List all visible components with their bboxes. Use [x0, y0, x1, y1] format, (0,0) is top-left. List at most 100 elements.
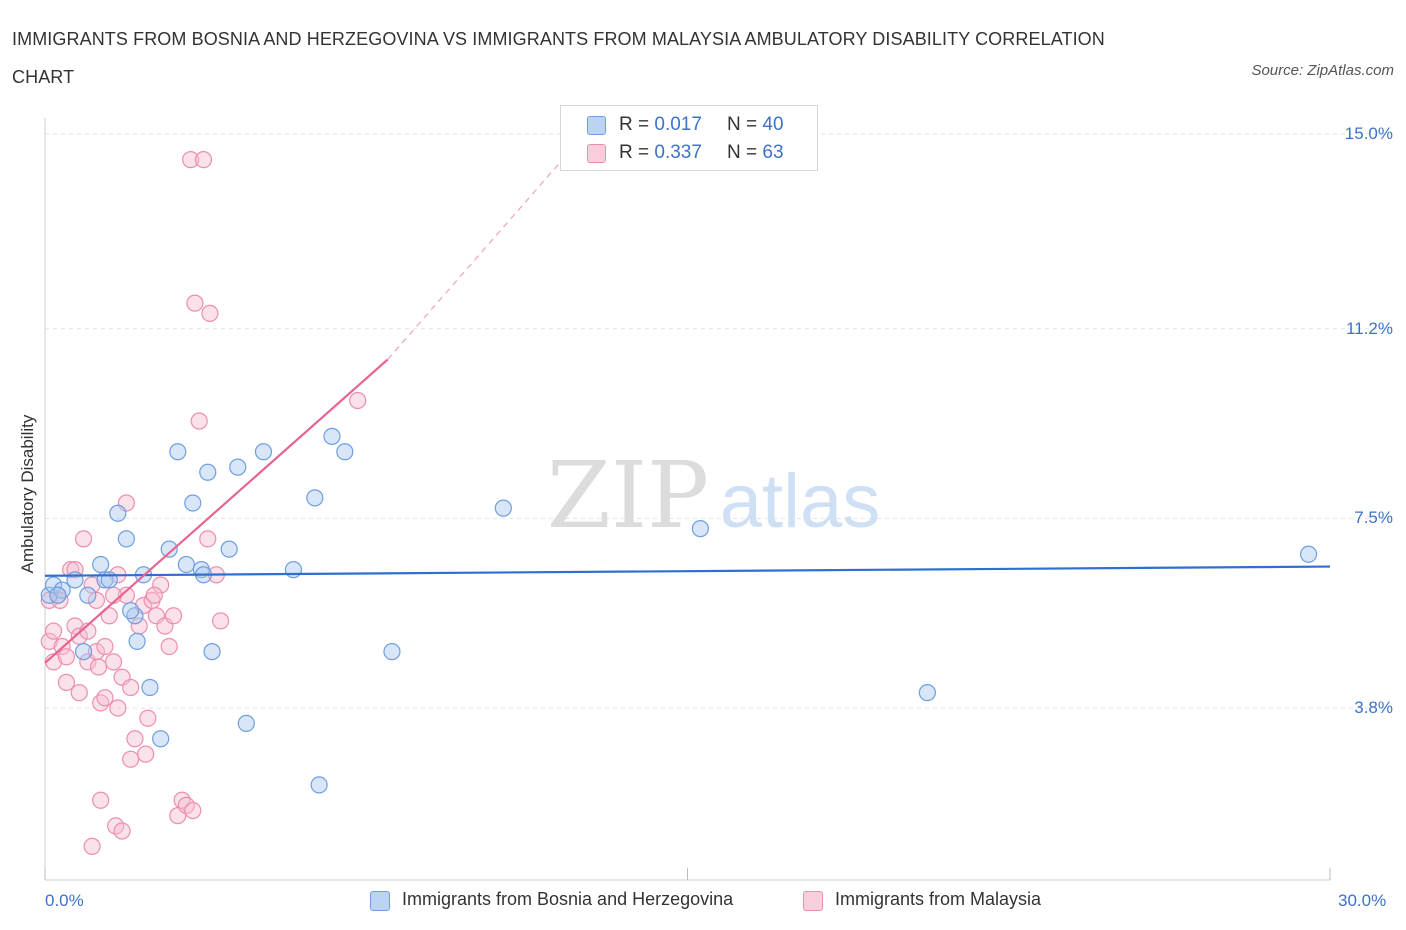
bosnia-point	[44, 576, 63, 594]
malaysia-point	[92, 791, 110, 809]
legend-swatch-blue	[370, 891, 390, 911]
malaysia-point	[57, 648, 76, 666]
bosnia-point	[220, 540, 238, 558]
malaysia-point	[184, 801, 202, 820]
legend-swatch-blue	[587, 116, 606, 135]
malaysia-point	[139, 709, 157, 727]
watermark-zip: ZIP	[547, 442, 709, 549]
malaysia-point	[194, 151, 213, 169]
malaysia-point	[212, 612, 230, 630]
malaysia-point	[349, 391, 367, 410]
bosnia-point	[1299, 545, 1318, 563]
y-tick-label: 11.2%	[1346, 318, 1393, 338]
legend-label-bosnia: Immigrants from Bosnia and Herzegovina	[402, 889, 734, 909]
malaysia-point	[199, 530, 217, 548]
stats-legend: R = 0.017 N = 40 R = 0.337 N = 63	[560, 105, 818, 171]
bosnia-point	[254, 443, 273, 461]
bosnia-point	[141, 678, 159, 697]
bosnia-point	[918, 684, 936, 702]
watermark-atlas: atlas	[720, 459, 881, 544]
malaysia-point	[182, 151, 200, 169]
malaysia-point	[74, 530, 93, 548]
bosnia-point	[160, 540, 178, 558]
malaysia-point	[126, 730, 144, 748]
legend-n-label: N =	[727, 114, 758, 135]
legend-row-bosnia: R = 0.017 N = 40	[561, 111, 817, 139]
bosnia-point	[122, 602, 140, 620]
bosnia-point	[284, 561, 303, 579]
bosnia-point	[199, 463, 217, 481]
bosnia-point	[169, 443, 187, 461]
x-tick-min: 0.0%	[45, 891, 84, 910]
malaysia-point	[89, 658, 108, 676]
malaysia-point	[137, 745, 155, 763]
watermark: ZIP atlas	[547, 442, 880, 549]
malaysia-point	[122, 678, 140, 697]
malaysia-point	[62, 561, 80, 579]
bosnia-point	[229, 458, 247, 476]
malaysia-point	[152, 576, 170, 594]
bosnia-point	[74, 643, 93, 661]
legend-label-malaysia: Immigrants from Malaysia	[835, 889, 1042, 909]
bosnia-point	[494, 499, 512, 517]
chart-title: IMMIGRANTS FROM BOSNIA AND HERZEGOVINA V…	[12, 29, 1105, 87]
gridlines	[45, 133, 1392, 709]
legend-r-value: 0.337	[654, 142, 702, 163]
trend-line-bosnia	[44, 565, 1331, 577]
malaysia-point	[96, 637, 114, 656]
malaysia-point	[87, 591, 106, 609]
y-tick-label: 7.5%	[1354, 508, 1393, 528]
bosnia-point	[237, 714, 255, 732]
malaysia-point	[66, 617, 84, 635]
bosnia-point	[323, 427, 341, 445]
legend-swatch-pink	[803, 891, 823, 911]
trend-line-malaysia-extension	[387, 138, 581, 360]
malaysia-point	[145, 586, 163, 604]
legend-n-value: 40	[762, 114, 784, 135]
legend-swatch-pink	[587, 144, 606, 163]
bosnia-point	[128, 632, 146, 650]
legend-n-value: 63	[762, 142, 784, 163]
bosnia-point	[79, 586, 97, 604]
trend-line-malaysia	[44, 358, 389, 664]
malaysia-point	[100, 607, 118, 625]
trend-lines	[44, 138, 1331, 664]
bosnia-point	[184, 494, 202, 512]
malaysia-point	[164, 607, 183, 625]
malaysia-point	[160, 637, 178, 656]
bosnia-point	[49, 586, 67, 604]
x-tick-max: 30.0%	[1338, 891, 1387, 910]
legend-r-value: 0.017	[654, 114, 702, 135]
bosnia-point	[117, 530, 135, 548]
malaysia-point	[83, 837, 101, 855]
bosnia-point	[177, 555, 195, 574]
legend-r-label: R =	[619, 142, 650, 163]
malaysia-point	[201, 304, 219, 322]
bosnia-point	[152, 730, 170, 748]
malaysia-point	[122, 750, 140, 768]
bosnia-point	[66, 571, 84, 589]
malaysia-point	[109, 699, 127, 717]
malaysia-point	[186, 294, 204, 312]
malaysia-point	[70, 684, 88, 702]
legend-n-label: N =	[727, 142, 758, 163]
y-tick-label: 3.8%	[1354, 698, 1393, 717]
axes	[44, 118, 1331, 881]
source-label: Source: ZipAtlas.com	[1251, 62, 1394, 79]
malaysia-point	[104, 653, 123, 671]
series-bosnia-points	[40, 427, 1318, 794]
malaysia-point	[44, 622, 63, 640]
malaysia-point	[96, 689, 114, 707]
malaysia-point	[190, 412, 208, 430]
bosnia-point	[336, 443, 354, 461]
bosnia-point	[691, 520, 709, 538]
bosnia-point	[310, 776, 328, 794]
y-tick-label: 15.0%	[1344, 124, 1393, 143]
bosnia-point	[109, 504, 127, 522]
bosnia-point	[306, 489, 324, 507]
malaysia-point	[40, 632, 58, 650]
bosnia-point	[383, 643, 401, 661]
malaysia-point	[113, 822, 131, 840]
legend-r-label: R =	[619, 114, 650, 135]
